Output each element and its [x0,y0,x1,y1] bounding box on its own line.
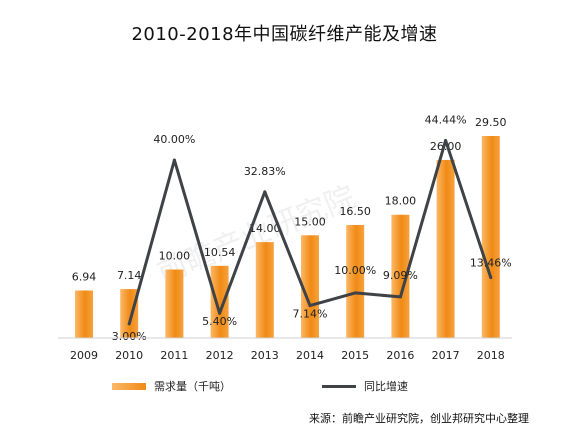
growth-line-series [127,138,493,326]
bar-label-2011: 10.00 [159,250,191,263]
bar-label-2010: 7.14 [117,269,142,282]
legend-item-bar: 需求量（千吨） [112,378,231,394]
x-tick-2015: 2015 [341,349,369,362]
x-tick-2018: 2018 [477,349,505,362]
legend-swatch-line [322,384,356,388]
growth-point-2010 [127,322,131,326]
bar-value-labels: 6.94 7.14 10.00 10.54 14.00 15.00 16.50 18.00 26… [72,116,507,283]
growth-point-2014 [308,304,312,308]
growth-point-2015 [353,291,357,295]
growth-label-2013: 32.83% [244,165,286,178]
growth-label-2014: 7.14% [293,308,328,321]
bar-label-2013: 14.00 [249,222,281,235]
bar-series [75,136,500,338]
x-tick-2011: 2011 [160,349,188,362]
growth-point-2018 [489,276,493,280]
growth-label-2015: 10.00% [334,264,376,277]
legend: 需求量（千吨） 同比增速 [0,378,569,396]
growth-label-2011: 40.00% [153,133,195,146]
bar-2014 [301,235,319,338]
growth-label-2012: 5.40% [202,315,237,328]
growth-label-2018: 13.46% [470,257,512,270]
bar-2018 [481,136,500,338]
bar-2015 [346,225,365,338]
bar-label-2012: 10.54 [204,246,236,259]
x-tick-2017: 2017 [432,349,460,362]
growth-label-2010: 3.00% [112,330,147,343]
source-note: 来源：前瞻产业研究院，创业邦研究中心整理 [309,412,529,425]
bar-label-2018: 29.50 [475,116,507,129]
growth-point-2012 [218,311,222,315]
bar-label-2016: 18.00 [385,195,417,208]
growth-point-2013 [263,190,267,194]
growth-point-2011 [172,158,176,162]
bar-2010 [120,289,139,338]
bar-2016 [391,214,410,338]
growth-value-labels: 3.00% 40.00% 5.40% 32.83% 7.14% 10.00% 9.09% 44… [112,113,512,342]
bar-label-2015: 16.50 [339,205,371,218]
bar-label-2017: 26.00 [430,140,462,153]
chart-title: 2010-2018年中国碳纤维产能及增速 [131,24,438,45]
x-tick-labels: 2009 2010 2011 2012 2013 2014 2015 2016 2017 2018 [70,349,505,362]
x-tick-2013: 2013 [251,349,279,362]
growth-label-2017: 44.44% [425,113,467,126]
x-tick-2012: 2012 [206,349,234,362]
x-tick-2009: 2009 [70,349,98,362]
growth-label-2016: 9.09% [383,269,418,282]
bar-label-2014: 15.00 [294,215,326,228]
bar-2011 [165,269,184,338]
legend-item-line: 同比增速 [322,378,408,394]
bar-2017 [436,159,455,338]
bar-2012 [210,265,229,338]
x-tick-2016: 2016 [386,349,414,362]
legend-label-bar: 需求量（千吨） [154,380,231,393]
growth-point-2017 [444,138,448,142]
bar-2009 [75,290,93,338]
x-tick-2010: 2010 [115,349,143,362]
x-tick-2014: 2014 [296,349,324,362]
legend-swatch-bar [112,382,146,390]
growth-point-2016 [398,295,402,299]
bar-2013 [255,242,274,338]
bar-label-2009: 6.94 [72,270,97,283]
legend-label-line: 同比增速 [364,380,408,393]
